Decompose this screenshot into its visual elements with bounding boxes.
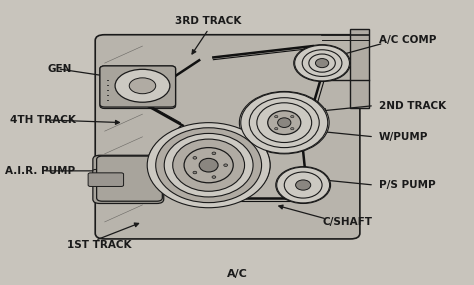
Ellipse shape bbox=[224, 164, 228, 166]
Text: GEN: GEN bbox=[48, 64, 73, 74]
Ellipse shape bbox=[147, 123, 270, 208]
Ellipse shape bbox=[295, 45, 349, 81]
Ellipse shape bbox=[295, 179, 312, 191]
Ellipse shape bbox=[284, 172, 322, 198]
Text: C/SHAFT: C/SHAFT bbox=[322, 217, 372, 227]
Ellipse shape bbox=[212, 152, 216, 154]
Ellipse shape bbox=[255, 102, 314, 143]
FancyBboxPatch shape bbox=[88, 173, 124, 186]
Ellipse shape bbox=[278, 118, 291, 127]
Ellipse shape bbox=[274, 127, 278, 130]
Text: 3RD TRACK: 3RD TRACK bbox=[175, 16, 242, 26]
Ellipse shape bbox=[249, 98, 319, 148]
Text: A/C COMP: A/C COMP bbox=[379, 35, 436, 45]
FancyBboxPatch shape bbox=[95, 35, 360, 239]
Polygon shape bbox=[350, 29, 369, 109]
Ellipse shape bbox=[161, 134, 256, 196]
Ellipse shape bbox=[212, 176, 216, 178]
Ellipse shape bbox=[155, 129, 263, 201]
Ellipse shape bbox=[301, 49, 343, 77]
Ellipse shape bbox=[156, 128, 262, 203]
Text: 2ND TRACK: 2ND TRACK bbox=[379, 101, 446, 111]
Ellipse shape bbox=[239, 91, 329, 154]
Ellipse shape bbox=[241, 92, 328, 153]
Ellipse shape bbox=[257, 103, 312, 142]
Ellipse shape bbox=[212, 152, 216, 155]
Text: A.I.R. PUMP: A.I.R. PUMP bbox=[5, 166, 75, 176]
Ellipse shape bbox=[309, 54, 335, 72]
Ellipse shape bbox=[128, 77, 156, 94]
Text: 4TH TRACK: 4TH TRACK bbox=[10, 115, 76, 125]
Ellipse shape bbox=[277, 117, 292, 128]
Ellipse shape bbox=[294, 45, 350, 82]
Ellipse shape bbox=[247, 97, 321, 148]
Ellipse shape bbox=[115, 69, 170, 102]
Ellipse shape bbox=[184, 148, 233, 183]
Ellipse shape bbox=[296, 180, 311, 190]
Ellipse shape bbox=[266, 110, 302, 135]
FancyBboxPatch shape bbox=[100, 66, 175, 107]
Ellipse shape bbox=[283, 172, 323, 199]
Ellipse shape bbox=[182, 147, 235, 184]
Ellipse shape bbox=[268, 111, 301, 135]
Ellipse shape bbox=[302, 50, 342, 76]
Ellipse shape bbox=[312, 56, 332, 70]
Ellipse shape bbox=[274, 115, 278, 118]
Ellipse shape bbox=[291, 127, 294, 130]
Ellipse shape bbox=[129, 78, 156, 94]
Ellipse shape bbox=[193, 156, 197, 159]
Ellipse shape bbox=[212, 176, 216, 178]
Text: A/C: A/C bbox=[227, 269, 247, 279]
Text: W/PUMP: W/PUMP bbox=[379, 132, 428, 142]
Ellipse shape bbox=[277, 167, 329, 203]
Ellipse shape bbox=[192, 171, 196, 174]
Ellipse shape bbox=[164, 133, 253, 197]
Ellipse shape bbox=[114, 69, 171, 103]
FancyBboxPatch shape bbox=[97, 156, 162, 201]
FancyBboxPatch shape bbox=[93, 170, 126, 184]
Ellipse shape bbox=[168, 139, 249, 192]
Ellipse shape bbox=[147, 125, 270, 206]
Ellipse shape bbox=[192, 156, 196, 159]
Text: P/S PUMP: P/S PUMP bbox=[379, 180, 436, 190]
Ellipse shape bbox=[173, 139, 245, 191]
FancyBboxPatch shape bbox=[100, 66, 175, 109]
Ellipse shape bbox=[199, 158, 218, 172]
Ellipse shape bbox=[316, 58, 328, 68]
Text: 1ST TRACK: 1ST TRACK bbox=[67, 240, 131, 250]
FancyBboxPatch shape bbox=[93, 155, 164, 203]
Ellipse shape bbox=[225, 164, 229, 167]
Ellipse shape bbox=[291, 115, 294, 118]
Ellipse shape bbox=[276, 167, 330, 203]
Ellipse shape bbox=[198, 158, 219, 172]
Ellipse shape bbox=[193, 171, 197, 174]
